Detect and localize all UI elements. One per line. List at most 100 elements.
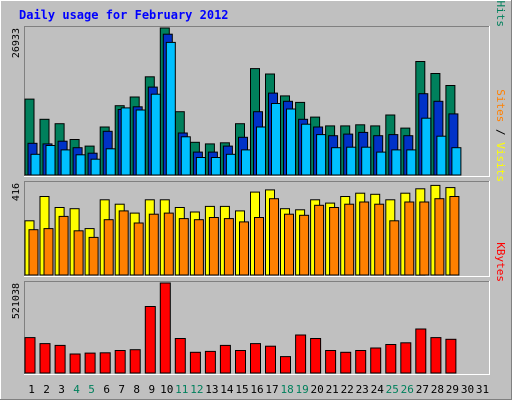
x-tick-label-20: 20 xyxy=(310,383,323,396)
visits-legend-part-0: Sites xyxy=(494,89,507,122)
kbytes-panel: 521038 KBytes xyxy=(11,242,507,375)
x-tick-label-30: 30 xyxy=(461,383,474,396)
visits-bar-sites-26 xyxy=(404,201,415,276)
hits-bar-pages-16 xyxy=(256,126,266,176)
hits-bar-pages-14 xyxy=(225,153,236,176)
x-tick-label-28: 28 xyxy=(431,383,444,396)
visits-bar-sites-5 xyxy=(88,236,99,276)
hits-bar-pages-21 xyxy=(331,147,342,176)
x-tick-label-17: 17 xyxy=(265,383,278,396)
visits-bar-sites-13 xyxy=(208,217,219,276)
kbytes-bar-kbytes-6 xyxy=(99,352,111,374)
kbytes-bar-kbytes-27 xyxy=(415,328,427,374)
kbytes-bar-kbytes-22 xyxy=(340,351,352,374)
x-tick-label-2: 2 xyxy=(43,383,50,396)
visits-bar-sites-24 xyxy=(374,203,385,276)
x-tick-label-4: 4 xyxy=(73,383,80,396)
x-tick-label-10: 10 xyxy=(160,383,173,396)
visits-bar-sites-21 xyxy=(329,207,340,276)
x-tick-label-19: 19 xyxy=(295,383,308,396)
kbytes-axis-legend: KBytes xyxy=(494,242,507,282)
hits-bar-pages-17 xyxy=(271,103,281,176)
x-tick-label-22: 22 xyxy=(341,383,354,396)
kbytes-bar-kbytes-5 xyxy=(84,352,96,374)
visits-bar-sites-6 xyxy=(103,219,114,276)
hits-bar-pages-1 xyxy=(30,153,41,176)
visits-bar-sites-22 xyxy=(344,203,355,276)
kbytes-bar-kbytes-16 xyxy=(250,343,261,374)
hits-bar-pages-23 xyxy=(361,146,372,176)
kbytes-bar-kbytes-12 xyxy=(189,351,201,374)
visits-bar-sites-17 xyxy=(269,198,279,276)
x-tick-label-6: 6 xyxy=(103,383,110,396)
kbytes-bar-kbytes-8 xyxy=(129,349,141,374)
visits-legend-part-1: / xyxy=(494,122,507,142)
visits-bar-sites-12 xyxy=(193,219,204,276)
visits-bar-sites-2 xyxy=(43,228,54,276)
visits-bar-sites-28 xyxy=(434,198,445,276)
kbytes-bar-kbytes-15 xyxy=(235,350,246,374)
hits-bar-pages-6 xyxy=(105,148,116,176)
visits-bar-sites-25 xyxy=(389,220,400,276)
hits-bar-pages-22 xyxy=(346,146,357,176)
visits-bar-sites-27 xyxy=(419,201,430,276)
hits-ymax-label: 26933 xyxy=(11,28,22,58)
hits-bar-pages-4 xyxy=(75,154,86,176)
kbytes-bar-kbytes-25 xyxy=(385,344,397,374)
visits-bar-sites-16 xyxy=(254,217,264,276)
hits-bar-pages-5 xyxy=(90,158,101,176)
kbytes-ymax-label: 521038 xyxy=(11,283,22,319)
x-tick-label-27: 27 xyxy=(416,383,429,396)
kbytes-bar-kbytes-4 xyxy=(69,353,81,374)
kbytes-bar-kbytes-26 xyxy=(400,342,412,374)
hits-bar-pages-11 xyxy=(180,136,191,176)
visits-legend-part-2: Visits xyxy=(494,142,507,182)
visits-bar-sites-3 xyxy=(58,215,69,276)
visits-ymax-label: 416 xyxy=(11,183,22,201)
visits-axis-legend: Sites / Visits xyxy=(494,89,507,182)
kbytes-bar-kbytes-29 xyxy=(445,338,457,374)
x-tick-label-9: 9 xyxy=(148,383,155,396)
x-tick-label-1: 1 xyxy=(28,383,35,396)
kbytes-bar-kbytes-13 xyxy=(204,350,216,374)
visits-bar-sites-10 xyxy=(163,212,174,276)
kbytes-bar-kbytes-11 xyxy=(174,338,186,374)
x-tick-label-15: 15 xyxy=(235,383,248,396)
x-tick-label-26: 26 xyxy=(401,383,414,396)
x-tick-label-23: 23 xyxy=(356,383,369,396)
kbytes-bar-kbytes-23 xyxy=(355,350,367,374)
hits-bar-pages-13 xyxy=(210,157,221,176)
kbytes-bar-kbytes-10 xyxy=(159,282,171,374)
chart-title: Daily usage for February 2012 xyxy=(19,8,229,22)
visits-panel: 416 Sites / Visits xyxy=(11,89,507,277)
visits-bar-sites-11 xyxy=(178,218,189,276)
hits-bar-pages-20 xyxy=(316,134,327,176)
kbytes-bar-kbytes-28 xyxy=(430,337,442,374)
x-tick-label-31: 31 xyxy=(476,383,489,396)
visits-bar-sites-19 xyxy=(299,214,310,276)
hits-bar-pages-15 xyxy=(241,149,251,176)
kbytes-bar-kbytes-7 xyxy=(114,350,126,374)
kbytes-bar-kbytes-1 xyxy=(24,337,36,374)
hits-legend-part-4: Hits xyxy=(494,1,507,28)
hits-bar-pages-29 xyxy=(451,147,462,176)
x-tick-label-5: 5 xyxy=(88,383,95,396)
hits-bar-pages-10 xyxy=(165,41,176,176)
hits-bar-pages-7 xyxy=(120,107,131,176)
kbytes-bar-kbytes-24 xyxy=(370,347,382,374)
visits-bar-sites-20 xyxy=(314,204,325,276)
kbytes-bar-kbytes-21 xyxy=(325,350,337,374)
x-tick-label-8: 8 xyxy=(133,383,140,396)
hits-bar-pages-3 xyxy=(60,149,71,176)
visits-bar-sites-7 xyxy=(118,210,129,276)
hits-bar-pages-18 xyxy=(286,108,296,176)
kbytes-bar-kbytes-18 xyxy=(280,356,291,374)
hits-bar-pages-28 xyxy=(436,135,447,176)
visits-bar-sites-9 xyxy=(148,213,159,276)
x-tick-label-24: 24 xyxy=(371,383,385,396)
visits-bar-sites-1 xyxy=(28,229,39,276)
hits-axis-legend: Pages / Files / Hits xyxy=(494,0,507,27)
hits-bar-pages-9 xyxy=(150,93,161,176)
